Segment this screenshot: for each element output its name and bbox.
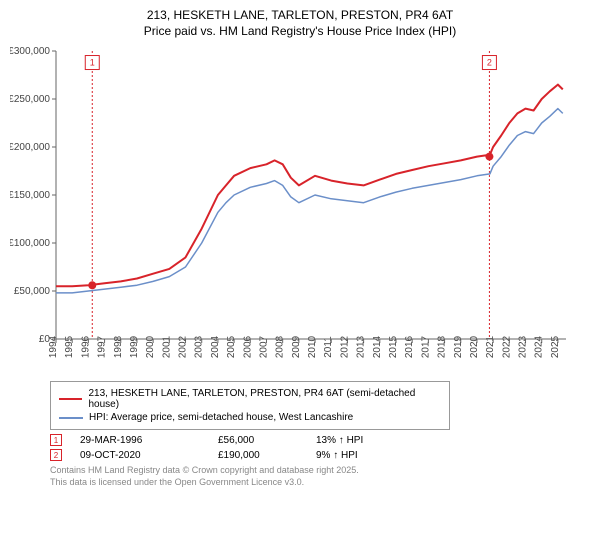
footer-attribution: Contains HM Land Registry data © Crown c… <box>50 465 590 488</box>
sale-point-row: 1 29-MAR-1996 £56,000 13% ↑ HPI <box>50 434 590 446</box>
sale-points-table: 1 29-MAR-1996 £56,000 13% ↑ HPI 2 09-OCT… <box>50 434 590 461</box>
point-date: 29-MAR-1996 <box>80 435 200 446</box>
footer-line2: This data is licensed under the Open Gov… <box>50 477 590 489</box>
point-date: 09-OCT-2020 <box>80 450 200 461</box>
chart-title: 213, HESKETH LANE, TARLETON, PRESTON, PR… <box>10 8 590 39</box>
point-price: £56,000 <box>218 435 298 446</box>
svg-text:£300,000: £300,000 <box>10 46 50 57</box>
legend-label: 213, HESKETH LANE, TARLETON, PRESTON, PR… <box>88 388 441 410</box>
legend-item: HPI: Average price, semi-detached house,… <box>59 412 441 423</box>
chart-area: £0£50,000£100,000£150,000£200,000£250,00… <box>10 45 590 375</box>
footer-line1: Contains HM Land Registry data © Crown c… <box>50 465 590 477</box>
svg-text:£50,000: £50,000 <box>14 286 51 297</box>
svg-text:£150,000: £150,000 <box>10 190 50 201</box>
legend-swatch <box>59 417 83 419</box>
legend-item: 213, HESKETH LANE, TARLETON, PRESTON, PR… <box>59 388 441 410</box>
legend-swatch <box>59 398 82 400</box>
title-line2: Price paid vs. HM Land Registry's House … <box>144 24 456 38</box>
line-chart-svg: £0£50,000£100,000£150,000£200,000£250,00… <box>10 45 570 375</box>
point-price: £190,000 <box>218 450 298 461</box>
svg-text:1: 1 <box>90 58 95 68</box>
svg-text:£100,000: £100,000 <box>10 238 50 249</box>
point-marker-1: 1 <box>50 434 62 446</box>
point-marker-2: 2 <box>50 449 62 461</box>
point-delta: 13% ↑ HPI <box>316 435 363 446</box>
title-line1: 213, HESKETH LANE, TARLETON, PRESTON, PR… <box>147 8 453 22</box>
legend-label: HPI: Average price, semi-detached house,… <box>89 412 353 423</box>
svg-text:£250,000: £250,000 <box>10 94 50 105</box>
svg-text:£200,000: £200,000 <box>10 142 50 153</box>
sale-point-row: 2 09-OCT-2020 £190,000 9% ↑ HPI <box>50 449 590 461</box>
svg-text:2: 2 <box>487 58 492 68</box>
point-delta: 9% ↑ HPI <box>316 450 358 461</box>
legend: 213, HESKETH LANE, TARLETON, PRESTON, PR… <box>50 381 450 430</box>
